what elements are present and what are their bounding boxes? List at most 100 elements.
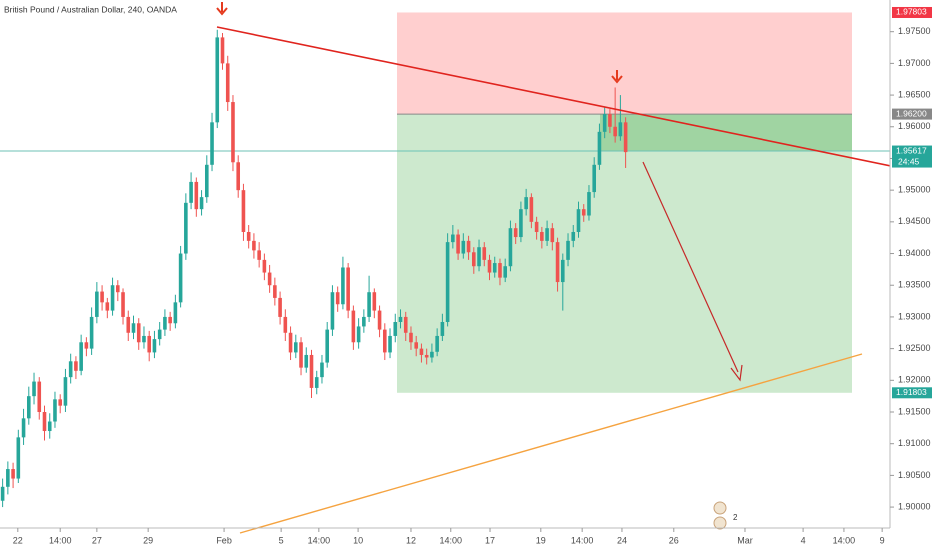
candle-body — [414, 342, 419, 349]
candle-body — [32, 381, 36, 397]
x-tick-label: 9 — [880, 535, 885, 545]
y-tick-label: 1.94500 — [898, 216, 931, 226]
candle-body — [47, 421, 52, 432]
candle-body — [21, 418, 26, 438]
candle-body — [335, 292, 340, 305]
candle-body — [461, 240, 466, 254]
y-tick-label: 1.97500 — [898, 26, 931, 36]
y-tick-label: 1.94000 — [898, 248, 931, 258]
candle-body — [283, 316, 288, 333]
candle-body — [372, 292, 377, 311]
candle-body — [147, 335, 152, 353]
candle-body — [498, 263, 502, 278]
candle-body — [115, 285, 120, 293]
candle-body — [550, 228, 555, 243]
y-tick-label: 1.92500 — [898, 343, 931, 353]
arrow-head — [730, 364, 743, 382]
candle-body — [435, 335, 439, 352]
x-tick-label: 14:00 — [439, 535, 462, 545]
event-icon[interactable] — [713, 516, 727, 530]
candle-body — [215, 37, 220, 123]
candle-body — [42, 412, 47, 432]
candle-body — [53, 399, 57, 422]
x-tick-label: 14:00 — [308, 535, 331, 545]
candle-body — [471, 252, 476, 267]
event-count: 2 — [733, 513, 738, 522]
stop-price-label: 1.97803 — [896, 7, 927, 17]
candle-body — [58, 399, 63, 406]
candle-body — [11, 469, 15, 479]
candle-body — [325, 329, 330, 363]
axes: 1.90000 1.90500 1.91000 1.91500 1.92000 1.925… — [13, 7, 932, 545]
candle-body — [602, 114, 607, 132]
candle-body — [194, 181, 199, 210]
x-tick-label: 26 — [669, 535, 679, 545]
candle-body — [576, 209, 581, 232]
x-tick-label: 14:00 — [833, 535, 856, 545]
candle-body — [482, 247, 487, 260]
candle-body — [581, 209, 586, 216]
event-icon[interactable] — [713, 501, 727, 515]
candle-body — [466, 240, 471, 253]
x-tick-label: 22 — [13, 535, 23, 545]
x-tick-label: 14:00 — [49, 535, 72, 545]
candle-body — [293, 342, 298, 353]
candle-body — [613, 126, 617, 137]
candle-body — [121, 292, 125, 317]
candle-body — [267, 272, 272, 286]
x-tick-label: 27 — [92, 535, 102, 545]
candle-body — [126, 316, 131, 333]
candle-body — [6, 469, 10, 487]
candle-body — [403, 316, 408, 333]
candle-body — [89, 316, 94, 349]
price-axis — [890, 0, 932, 550]
candle-body — [79, 342, 83, 371]
candle-body — [346, 267, 350, 311]
candle-body — [136, 323, 141, 343]
candle-body — [288, 332, 293, 353]
x-tick-label: 10 — [353, 535, 363, 545]
candle-body — [608, 114, 612, 127]
current-price-label-bg — [892, 145, 932, 168]
y-tick-label: 1.90000 — [898, 501, 931, 511]
y-tick-label: 1.97000 — [898, 58, 931, 68]
candle-body — [241, 190, 246, 232]
candle-body — [430, 351, 434, 358]
candle-body — [440, 321, 445, 336]
candle-body — [513, 228, 518, 238]
candle-body — [0, 486, 5, 501]
entry-price-label: 1.96200 — [896, 108, 927, 118]
entry-price-label-bg — [892, 108, 932, 120]
x-tick-label: 19 — [536, 535, 546, 545]
candle-body — [257, 250, 261, 260]
candle-body — [398, 316, 403, 322]
candle-body — [451, 234, 455, 243]
candle-body — [367, 292, 371, 317]
y-tick-label: 1.90500 — [898, 470, 931, 480]
y-tick-label: 1.95000 — [898, 185, 931, 195]
stop-zone — [397, 12, 852, 115]
candle-body — [304, 354, 309, 368]
candle-body — [105, 302, 110, 311]
candle-body — [320, 362, 324, 378]
candle-body — [37, 381, 42, 413]
candle-body — [246, 231, 251, 241]
candle-body — [618, 122, 623, 137]
candle-body — [131, 323, 136, 333]
candle-body — [508, 228, 513, 267]
candle-body — [519, 209, 523, 238]
current-price-label: 1.95617 — [896, 145, 927, 155]
candle-body — [199, 197, 204, 210]
candle-body — [262, 259, 267, 273]
candle-body — [560, 259, 565, 283]
candle-body — [63, 377, 68, 406]
countdown: 24:45 — [898, 156, 920, 166]
candle-body — [204, 164, 209, 198]
candle-body — [100, 291, 104, 303]
candle-body — [445, 242, 450, 322]
candle-body — [252, 240, 256, 251]
x-tick-label: 5 — [279, 535, 284, 545]
candle-body — [163, 316, 167, 330]
candle-body — [278, 297, 282, 317]
candle-body — [487, 259, 492, 273]
